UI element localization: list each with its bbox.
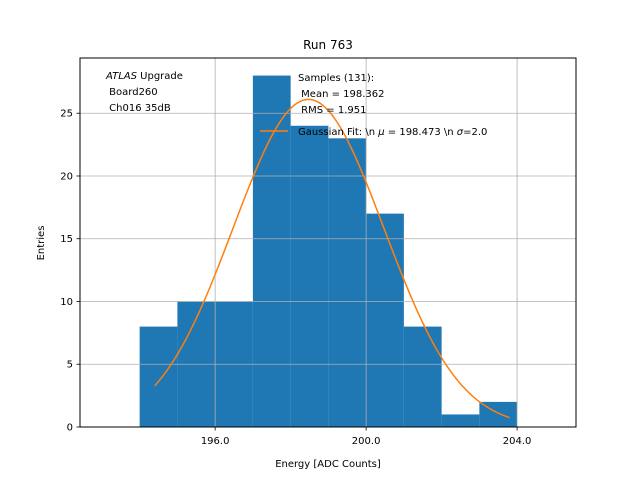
legend: Gaussian Fit: \n μ = 198.473 \n σ=2.0 bbox=[260, 127, 487, 138]
atlas-label: ATLAS bbox=[105, 71, 138, 82]
histogram-bar bbox=[139, 326, 178, 427]
x-axis-label: Energy [ADC Counts] bbox=[275, 459, 381, 470]
histogram-bar bbox=[366, 213, 404, 427]
board-label: Board260 bbox=[106, 87, 158, 98]
chart-title: Run 763 bbox=[303, 38, 353, 52]
channel-label: Ch016 35dB bbox=[106, 103, 171, 114]
y-tick-label: 25 bbox=[60, 109, 73, 120]
histogram-bar bbox=[290, 125, 329, 427]
stats-mean: Mean = 198.362 bbox=[298, 89, 385, 100]
legend-prefix: Gaussian Fit: \n bbox=[298, 127, 378, 138]
upgrade-label: Upgrade bbox=[137, 71, 183, 82]
x-axis-ticks: 196.0 200.0 204.0 bbox=[201, 427, 532, 447]
x-tick-label: 204.0 bbox=[503, 436, 532, 447]
histogram-bar bbox=[441, 414, 480, 427]
y-axis-label: Entries bbox=[36, 226, 47, 261]
histogram-bars bbox=[139, 75, 518, 428]
x-tick-label: 200.0 bbox=[352, 436, 381, 447]
legend-mu-value: = 198.473 \n bbox=[385, 127, 457, 138]
legend-sigma-value: =2.0 bbox=[463, 127, 487, 138]
stats-rms: RMS = 1.951 bbox=[298, 105, 366, 116]
gaussian-fit-curve bbox=[154, 98, 510, 419]
y-tick-label: 5 bbox=[67, 360, 73, 371]
y-tick-label: 0 bbox=[67, 423, 73, 434]
legend-mu-symbol: μ bbox=[377, 127, 384, 138]
x-tick-label: 196.0 bbox=[201, 436, 230, 447]
histogram-bar bbox=[252, 75, 291, 428]
histogram-bar bbox=[403, 326, 442, 427]
y-axis-ticks: 0 5 10 15 20 25 bbox=[60, 109, 80, 434]
histogram-bar bbox=[328, 138, 367, 427]
legend-sigma-symbol: σ bbox=[457, 127, 464, 138]
experiment-label: ATLAS Upgrade bbox=[105, 71, 183, 82]
y-tick-label: 15 bbox=[60, 234, 73, 245]
y-tick-label: 20 bbox=[60, 171, 73, 182]
legend-entry-gaussian-fit: Gaussian Fit: \n μ = 198.473 \n σ=2.0 bbox=[298, 127, 487, 138]
y-tick-label: 10 bbox=[60, 297, 73, 308]
stats-samples: Samples (131): bbox=[298, 73, 374, 84]
axes-frame bbox=[79, 57, 577, 428]
